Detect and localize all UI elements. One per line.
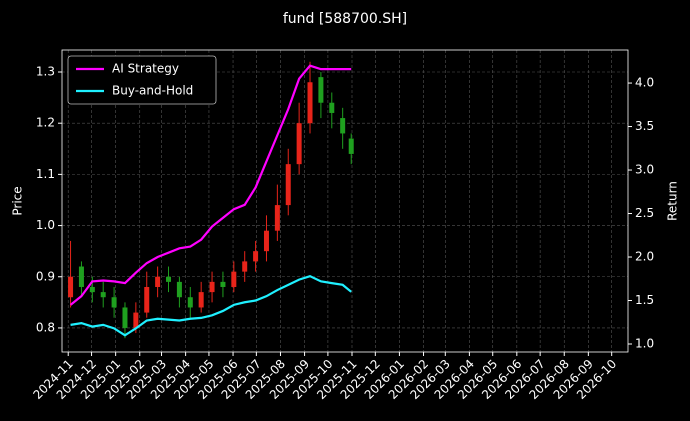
candle-body xyxy=(68,276,74,298)
candle-body xyxy=(122,307,128,328)
candle-body xyxy=(187,297,193,308)
legend-label: AI Strategy xyxy=(112,62,179,76)
line-series xyxy=(69,64,352,306)
y2-tick-label: 4.0 xyxy=(635,76,654,90)
candle-body xyxy=(253,251,259,262)
legend-box xyxy=(67,55,217,105)
y-tick-label: 0.9 xyxy=(36,269,55,283)
candle-body xyxy=(348,138,354,154)
y2-tick-label: 1.0 xyxy=(635,336,654,350)
y-axis-label: Price xyxy=(11,186,25,215)
candle-body xyxy=(242,261,248,272)
y2-axis-label: Return xyxy=(666,181,680,221)
y-tick-label: 1.1 xyxy=(36,167,55,181)
candle-body xyxy=(220,281,226,287)
candle-body xyxy=(176,281,182,298)
plot-frame xyxy=(61,49,629,353)
candle-body xyxy=(78,266,84,287)
candle-body xyxy=(166,276,172,282)
y-tick-label: 1.3 xyxy=(36,65,55,79)
candle-body xyxy=(329,102,335,113)
candle-body xyxy=(111,297,117,308)
candle-body xyxy=(340,118,346,134)
y-tick-label: 1.0 xyxy=(36,218,55,232)
y2-tick-label: 2.0 xyxy=(635,250,654,264)
candle-body xyxy=(209,281,215,293)
candle-body xyxy=(296,123,302,165)
y2-tick-label: 1.5 xyxy=(635,293,654,307)
legend-label: Buy-and-Hold xyxy=(112,84,193,98)
y2-tick-label: 3.5 xyxy=(635,119,654,133)
candle-body xyxy=(285,164,291,206)
candle-body xyxy=(318,77,324,103)
y-tick-label: 1.2 xyxy=(36,116,55,130)
y2-tick-label: 2.5 xyxy=(635,206,654,220)
candle-body xyxy=(155,276,161,287)
candle-body xyxy=(133,312,139,328)
candle-body xyxy=(274,205,280,231)
candle-body xyxy=(144,286,150,313)
candle-body xyxy=(89,286,95,293)
candle-body xyxy=(100,292,106,298)
chart-title: fund [588700.SH] xyxy=(283,11,407,27)
candle-body xyxy=(307,82,313,124)
line-series xyxy=(70,274,352,337)
candle-body xyxy=(263,230,269,252)
y-tick-label: 0.8 xyxy=(36,320,55,334)
candle-body xyxy=(198,292,204,308)
candle-body xyxy=(231,271,237,287)
y2-tick-label: 3.0 xyxy=(635,163,654,177)
